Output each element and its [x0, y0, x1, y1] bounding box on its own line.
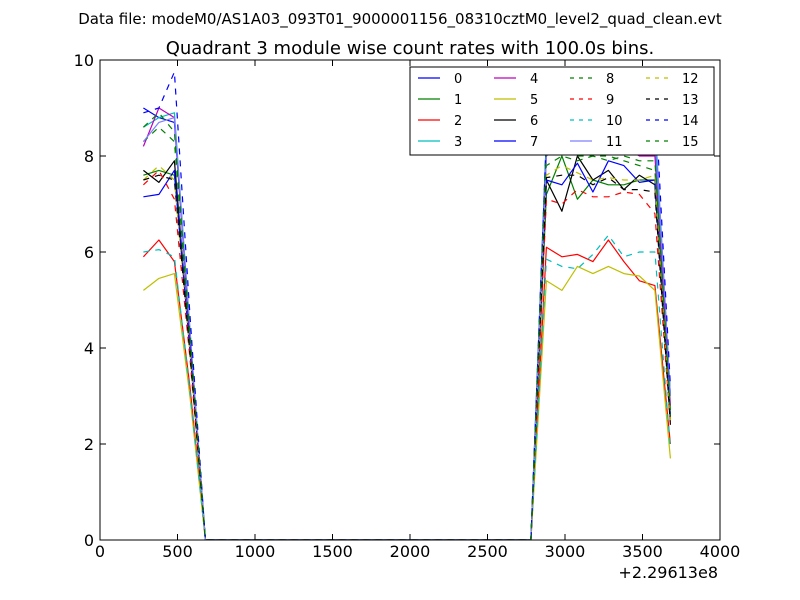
figure-suptitle: Data file: modeM0/AS1A03_093T01_90000011… [78, 10, 722, 29]
legend-label-14: 14 [682, 114, 699, 129]
series-line-15 [142, 112, 671, 540]
y-tick-label: 2 [84, 435, 94, 454]
y-tick-label: 10 [74, 51, 94, 70]
legend-label-4: 4 [530, 72, 538, 87]
x-tick-label: 1000 [235, 542, 276, 561]
x-tick-label: 500 [162, 542, 193, 561]
x-tick-label: 3000 [545, 542, 586, 561]
y-tick-label: 4 [84, 339, 94, 358]
chart-title: Quadrant 3 module wise count rates with … [166, 38, 655, 59]
x-tick-label: 1500 [312, 542, 353, 561]
y-tick-label: 6 [84, 243, 94, 262]
y-tick-label: 8 [84, 147, 94, 166]
series-line-6 [143, 155, 671, 540]
legend-label-5: 5 [530, 93, 538, 108]
legend-label-12: 12 [682, 72, 699, 87]
legend-label-3: 3 [454, 135, 462, 150]
x-tick-label: 0 [95, 542, 105, 561]
plot-frame [99, 59, 721, 541]
series-line-5 [143, 265, 671, 540]
y-tick-label: 0 [84, 531, 94, 550]
legend-label-8: 8 [606, 72, 614, 87]
series-line-7 [143, 160, 671, 540]
series-line-2 [142, 239, 671, 540]
legend-label-2: 2 [454, 114, 462, 129]
legend-label-11: 11 [606, 135, 623, 150]
x-offset-label: +2.29613e8 [618, 563, 718, 582]
legend-box [409, 66, 715, 156]
series-line-1 [143, 155, 671, 540]
legend-label-7: 7 [530, 135, 538, 150]
series-line-13 [143, 174, 671, 540]
legend-label-13: 13 [682, 93, 699, 108]
series-line-10 [143, 234, 671, 540]
x-tick-label: 3500 [622, 542, 663, 561]
legend-label-10: 10 [606, 114, 623, 129]
legend-label-1: 1 [454, 93, 462, 108]
legend-label-9: 9 [606, 93, 614, 108]
series-line-9 [142, 169, 671, 540]
x-tick-label: 2000 [390, 542, 431, 561]
x-tick-label: 2500 [467, 542, 508, 561]
x-tick-label: 4000 [700, 542, 741, 561]
legend-label-6: 6 [530, 114, 538, 129]
legend-label-0: 0 [454, 72, 462, 87]
legend-label-15: 15 [682, 135, 699, 150]
